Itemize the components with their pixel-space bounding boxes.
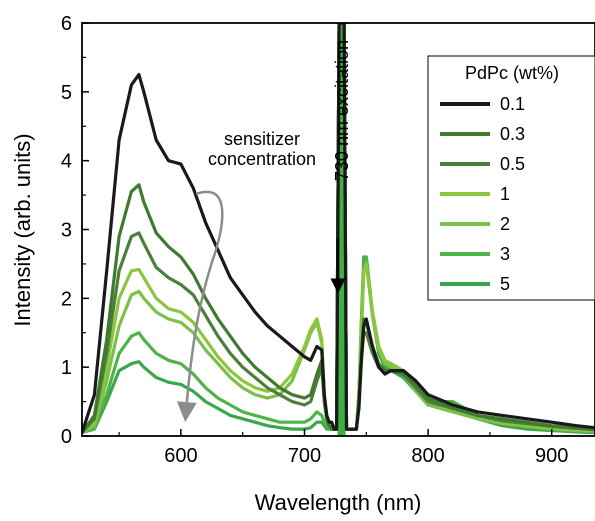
y-tick-label: 6 bbox=[61, 13, 72, 35]
x-axis-label: Wavelength (nm) bbox=[255, 490, 422, 515]
y-axis: 0 1 2 3 4 5 6 bbox=[61, 13, 89, 448]
legend-label-1: 1 bbox=[500, 184, 510, 204]
annotations: sensitizer concentration 730 nm excitati… bbox=[176, 40, 352, 422]
legend-box bbox=[427, 55, 595, 301]
y-tick-label: 3 bbox=[61, 220, 72, 242]
series-line-0-1 bbox=[82, 23, 595, 434]
y-tick-label: 5 bbox=[61, 82, 72, 104]
legend-label-0-5: 0.5 bbox=[500, 154, 525, 174]
legend-title: PdPc (wt%) bbox=[465, 63, 559, 83]
y-axis-label: Intensity (arb. units) bbox=[10, 133, 35, 326]
x-tick-label: 900 bbox=[535, 445, 568, 467]
legend-label-0-1: 0.1 bbox=[500, 94, 525, 114]
legend-items: 0.1 0.3 0.5 1 2 3 5 bbox=[440, 94, 525, 294]
legend-label-5: 5 bbox=[500, 274, 510, 294]
y-tick-label: 2 bbox=[61, 288, 72, 310]
series-layer bbox=[82, 23, 595, 436]
legend-label-0-3: 0.3 bbox=[500, 124, 525, 144]
sensitizer-arrow bbox=[176, 190, 224, 422]
x-axis: 600 700 800 900 bbox=[118, 429, 568, 467]
legend: PdPc (wt%) 0.1 0.3 0.5 1 2 3 5 bbox=[427, 55, 595, 301]
y-tick-label: 0 bbox=[61, 426, 72, 448]
y-tick-label: 1 bbox=[61, 357, 72, 379]
y-tick-label: 4 bbox=[61, 151, 72, 173]
x-tick-label: 700 bbox=[288, 445, 321, 467]
legend-label-2: 2 bbox=[500, 214, 510, 234]
sensitizer-annotation-line2: concentration bbox=[208, 149, 316, 169]
legend-label-3: 3 bbox=[500, 244, 510, 264]
sensitizer-annotation-line1: sensitizer bbox=[224, 129, 300, 149]
excitation-annotation: 730 nm excitation bbox=[332, 40, 352, 181]
x-tick-label: 800 bbox=[411, 445, 444, 467]
x-tick-label: 600 bbox=[164, 445, 197, 467]
